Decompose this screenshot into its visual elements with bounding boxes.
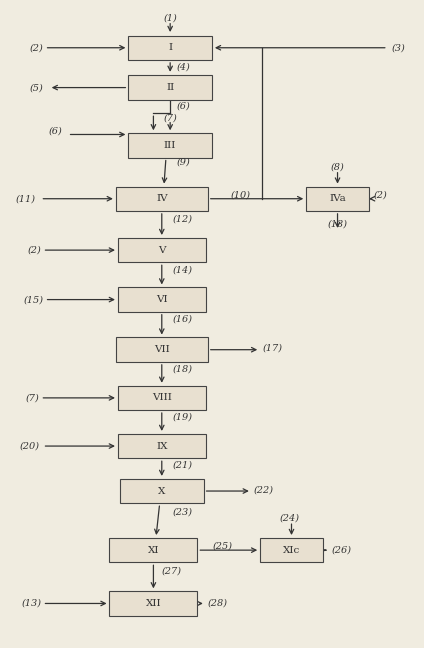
Text: (14): (14) [172,266,192,275]
Text: (2): (2) [28,246,42,255]
Text: (7): (7) [26,393,39,402]
Text: IV: IV [156,194,167,203]
Text: VI: VI [156,295,167,304]
FancyBboxPatch shape [118,434,206,458]
Text: IVa: IVa [329,194,346,203]
FancyBboxPatch shape [306,187,369,211]
Text: (13): (13) [327,220,348,229]
Text: II: II [166,83,174,92]
FancyBboxPatch shape [120,479,204,503]
FancyBboxPatch shape [116,187,208,211]
Text: (6): (6) [49,127,63,136]
Text: (28): (28) [208,599,228,608]
Text: VII: VII [154,345,170,354]
Text: III: III [164,141,176,150]
Text: (20): (20) [20,441,39,450]
Text: (18): (18) [172,364,192,373]
Text: XIc: XIc [283,546,300,555]
FancyBboxPatch shape [260,538,323,562]
Text: (27): (27) [162,567,182,576]
Text: (15): (15) [24,295,44,304]
FancyBboxPatch shape [109,538,197,562]
Text: (2): (2) [373,191,387,200]
FancyBboxPatch shape [118,386,206,410]
FancyBboxPatch shape [118,287,206,312]
Text: (5): (5) [30,83,44,92]
Text: (16): (16) [172,314,192,323]
Text: (23): (23) [172,508,192,516]
Text: V: V [158,246,165,255]
FancyBboxPatch shape [109,591,197,616]
Text: (22): (22) [254,485,274,494]
Text: (11): (11) [15,194,35,203]
FancyBboxPatch shape [128,36,212,60]
FancyBboxPatch shape [128,133,212,157]
Text: (9): (9) [176,157,190,167]
Text: (4): (4) [176,62,190,71]
Text: XI: XI [148,546,159,555]
Text: VIII: VIII [152,393,172,402]
Text: (24): (24) [279,513,299,522]
Text: (3): (3) [392,43,406,52]
Text: (7): (7) [163,114,177,123]
FancyBboxPatch shape [118,238,206,262]
Text: (1): (1) [163,13,177,22]
Text: IX: IX [156,441,167,450]
Text: (21): (21) [172,461,192,470]
Text: I: I [168,43,172,52]
Text: (26): (26) [331,546,351,555]
Text: (12): (12) [172,214,192,224]
Text: (6): (6) [176,101,190,110]
Text: (13): (13) [22,599,42,608]
Text: (19): (19) [172,413,192,422]
Text: (2): (2) [30,43,44,52]
Text: X: X [158,487,165,496]
Text: (10): (10) [231,191,251,200]
Text: (8): (8) [331,162,344,171]
FancyBboxPatch shape [116,338,208,362]
Text: (17): (17) [262,344,282,353]
Text: (25): (25) [212,541,232,550]
FancyBboxPatch shape [128,75,212,100]
Text: XII: XII [145,599,161,608]
